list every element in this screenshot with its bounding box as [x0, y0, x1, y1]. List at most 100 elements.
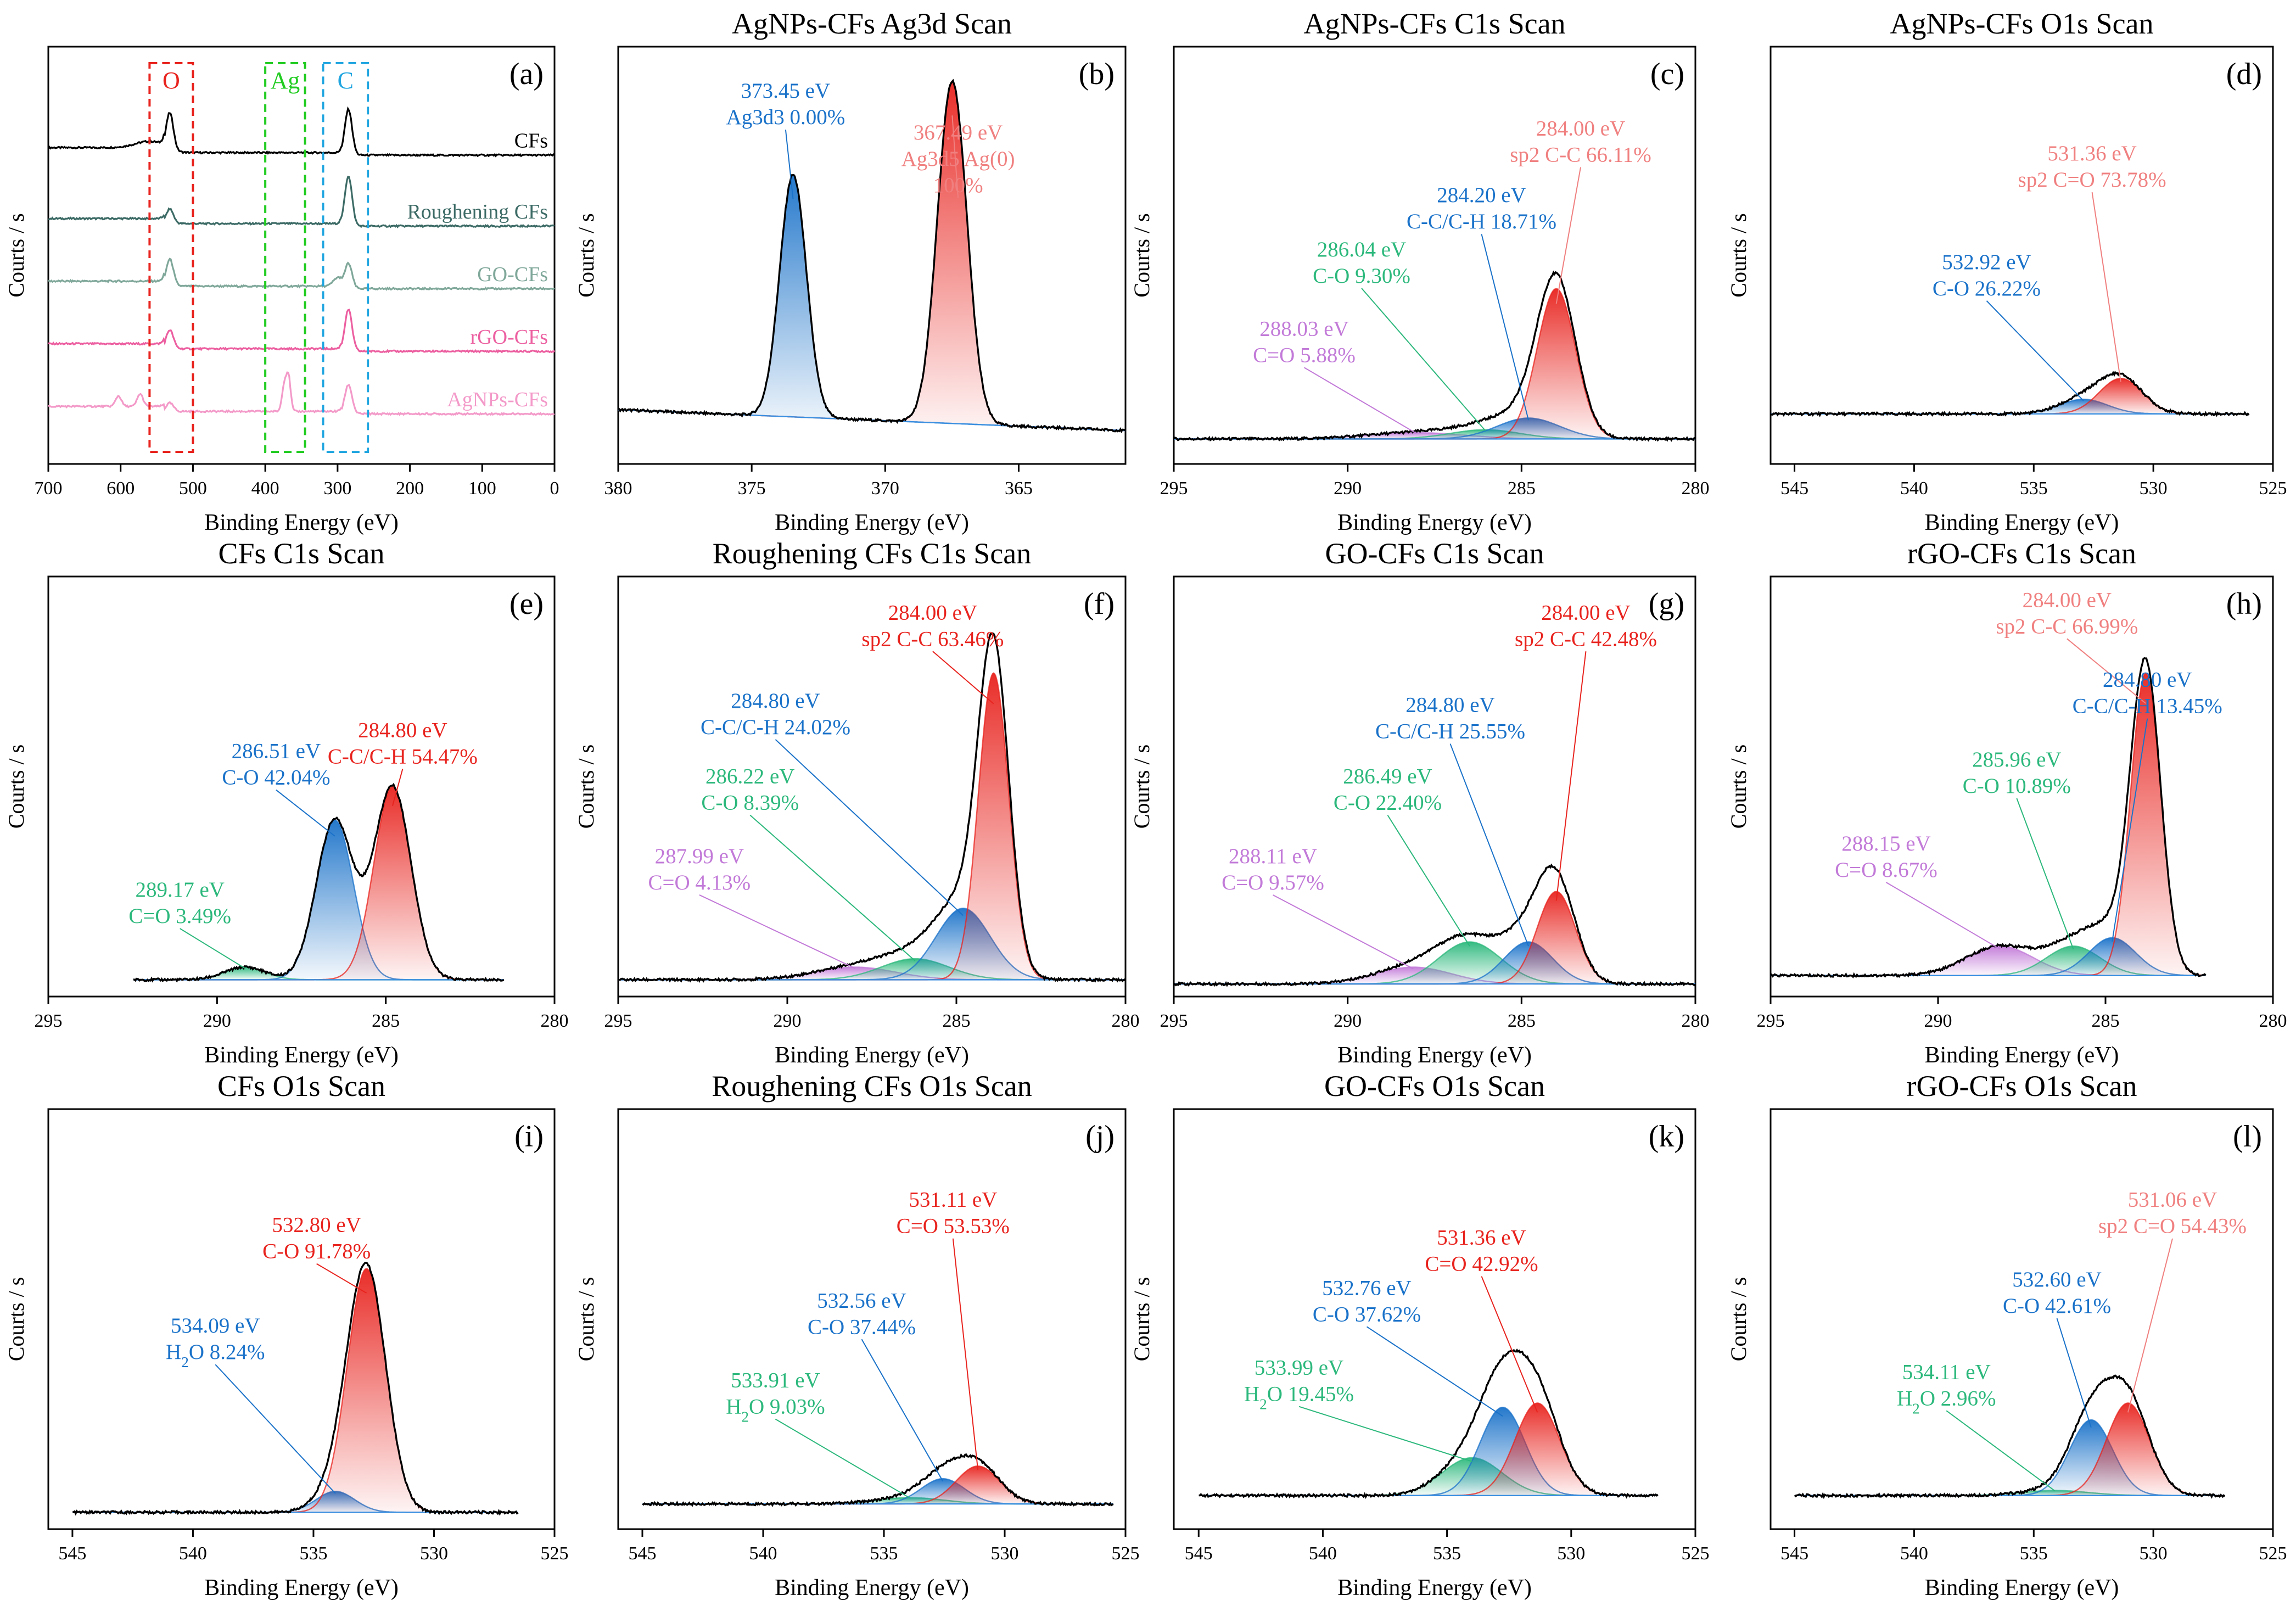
- x-tick-label: 285: [1508, 1011, 1536, 1031]
- peak-component: [618, 672, 1125, 981]
- panel-d: AgNPs-CFs O1s Scan (d) Binding Energy (eV)…: [1726, 7, 2287, 535]
- peak-annotation-line: C=O 9.57%: [1222, 871, 1324, 894]
- peak-annotation-line: sp2 C-C 66.11%: [1510, 143, 1651, 167]
- panel-f: Roughening CFs C1s Scan (f) Binding Energy…: [574, 537, 1140, 1068]
- peak-fill: [618, 959, 1125, 980]
- peak-annotation-line: 531.36 eV: [2047, 142, 2136, 165]
- plot-frame: [47, 1108, 556, 1530]
- peak-annotation-line: H2O 2.96%: [1897, 1386, 1996, 1417]
- x-axis-label: Binding Energy (eV): [775, 1575, 969, 1601]
- peak-annotation-line: H2O 8.24%: [166, 1340, 265, 1370]
- peak-fill: [1199, 1403, 1658, 1496]
- peak-annotation-line: C=O 8.67%: [1835, 858, 1937, 882]
- leader-line: [2056, 1318, 2092, 1428]
- leader-line: [1366, 1326, 1503, 1417]
- peak-fill: [133, 820, 504, 980]
- leader-line: [391, 769, 404, 806]
- y-axis-label: Courts / s: [1726, 213, 1751, 297]
- element-box-bg: [153, 65, 190, 94]
- spectrum-envelope: [618, 79, 1126, 434]
- leader-line: [1387, 815, 1470, 947]
- x-tick-label: 380: [604, 478, 632, 499]
- series-label: CFs: [514, 130, 548, 153]
- peak-annotation-line: 284.80 eV: [358, 718, 447, 742]
- panel-l: rGO-CFs O1s Scan (l) Binding Energy (eV) Co…: [1726, 1070, 2287, 1601]
- peak-fill: [1771, 378, 2249, 414]
- leader-line: [1555, 167, 1581, 304]
- peak-annotation-line: C=O 53.53%: [897, 1215, 1010, 1238]
- series-label: Roughening CFs: [407, 200, 548, 223]
- leader-line: [1481, 233, 1529, 421]
- peak-component: [642, 1465, 1113, 1505]
- plot-frame: [1173, 1108, 1696, 1530]
- peak-annotation: 286.22 eV C-O 8.39%: [701, 765, 916, 961]
- peak-fill: [1771, 937, 2206, 976]
- x-tick-label: 530: [991, 1543, 1019, 1564]
- x-tick-label: 525: [2259, 1543, 2287, 1564]
- x-tick-label: 200: [396, 478, 424, 499]
- plot-frame: [47, 575, 556, 998]
- panel-letter: (l): [2233, 1120, 2262, 1154]
- peak-annotation-line: 285.96 eV: [1972, 748, 2061, 771]
- peak-annotation: 287.99 eV C=O 4.13%: [648, 844, 856, 969]
- x-tick-label: 535: [2020, 478, 2048, 499]
- peak-annotation: 532.92 eV C-O 26.22%: [1933, 250, 2084, 401]
- y-axis-label: Courts / s: [574, 1277, 598, 1361]
- panel-i: CFs O1s Scan (i) Binding Energy (eV) Courts…: [4, 1070, 569, 1601]
- plot-frame: [1173, 46, 1696, 465]
- peak-fill: [1771, 946, 2206, 976]
- x-tick-label: 0: [550, 478, 559, 499]
- leader-line: [1555, 651, 1587, 901]
- panel-letter: (d): [2226, 57, 2262, 91]
- spectrum-envelope: [1770, 371, 2250, 418]
- panel-letter: (k): [1649, 1120, 1684, 1154]
- peak-annotation-line: 284.80 eV: [731, 689, 820, 713]
- leader-line: [1361, 288, 1486, 432]
- plot-frame: [47, 46, 556, 465]
- peak-annotation-line: sp2 C-C 66.99%: [1996, 614, 2138, 638]
- series-label: AgNPs-CFs: [447, 388, 548, 411]
- y-axis-label: Courts / s: [4, 213, 29, 297]
- peak-annotation-line: H2O 9.03%: [726, 1395, 825, 1425]
- series-line: [47, 106, 555, 158]
- peak-annotation-line: 288.15 eV: [1841, 832, 1930, 855]
- peak-fill: [618, 175, 1125, 431]
- peak-annotation: 531.11 eV C=O 53.53%: [897, 1188, 1010, 1470]
- peak-fill: [1794, 1403, 2225, 1496]
- peak-annotation-line: C-O 37.44%: [808, 1315, 916, 1339]
- peak-annotation: 533.91 eV H2O 9.03%: [726, 1369, 911, 1499]
- spectrum-envelope: [133, 782, 505, 983]
- y-axis-label: Courts / s: [1129, 745, 1154, 829]
- x-axis-label: Binding Energy (eV): [1925, 510, 2119, 535]
- plot-frame: [1173, 575, 1696, 998]
- panel-letter: (c): [1650, 57, 1684, 91]
- x-tick-label: 530: [420, 1543, 448, 1564]
- panel-h: rGO-CFs C1s Scan (h) Binding Energy (eV) Co…: [1726, 537, 2287, 1068]
- peak-fill: [642, 1466, 1113, 1504]
- series-line: [48, 176, 555, 228]
- peak-annotation: 286.51 eV C-O 42.04%: [222, 740, 335, 837]
- leader-line: [2016, 798, 2074, 949]
- peak-fill: [1771, 673, 2206, 976]
- leader-line: [1273, 894, 1414, 970]
- panel-letter: (a): [509, 57, 544, 91]
- spectrum-envelope: [618, 632, 1127, 983]
- peak-annotation-line: 289.17 eV: [135, 878, 224, 902]
- peak-annotation-line: Ag3d3 0.00%: [726, 105, 845, 129]
- peak-annotation-line: C-O 9.30%: [1313, 264, 1410, 288]
- panel-letter: (g): [1649, 587, 1684, 621]
- peak-annotation-line: 534.09 eV: [171, 1314, 260, 1338]
- peak-annotation: 532.76 eVC-O 37.62%: [1313, 1276, 1503, 1417]
- peak-annotation: 286.04 eV C-O 9.30%: [1313, 238, 1486, 432]
- x-tick-label: 300: [323, 478, 351, 499]
- panel-letter: (i): [514, 1120, 544, 1154]
- spectrum-envelope: [72, 1262, 519, 1516]
- peak-annotation: 288.11 eV C=O 9.57%: [1222, 844, 1414, 970]
- peak-annotation-line: 532.56 eV: [817, 1289, 906, 1312]
- x-axis-label: Binding Energy (eV): [1925, 1043, 2119, 1068]
- peak-annotation: 289.17 eVC=O 3.49%: [128, 878, 245, 969]
- panel-letter: (h): [2226, 587, 2262, 621]
- spectrum-envelope: [1173, 270, 1696, 443]
- series-label: rGO-CFs: [471, 326, 548, 349]
